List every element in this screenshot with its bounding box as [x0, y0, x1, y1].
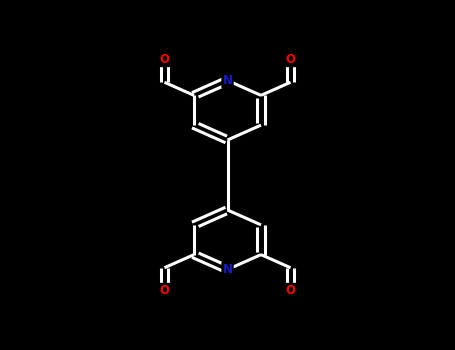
Text: N: N	[222, 74, 233, 87]
Text: O: O	[286, 53, 296, 66]
Text: N: N	[222, 263, 233, 276]
Text: O: O	[286, 284, 296, 297]
Text: O: O	[159, 284, 169, 297]
Text: O: O	[159, 53, 169, 66]
